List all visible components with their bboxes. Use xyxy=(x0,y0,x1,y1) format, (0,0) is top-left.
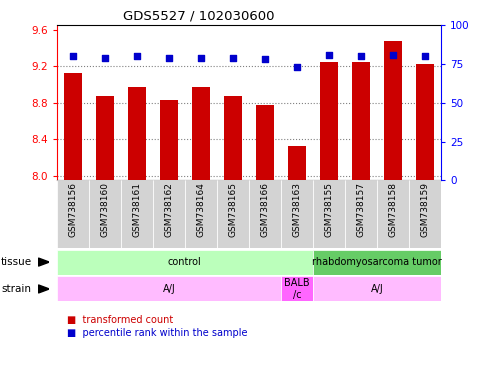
Point xyxy=(357,53,365,59)
Bar xyxy=(64,73,81,180)
Bar xyxy=(377,180,409,248)
Bar xyxy=(385,41,402,180)
Bar xyxy=(160,100,177,180)
Bar xyxy=(89,180,121,248)
Bar xyxy=(192,87,210,180)
Text: GSM738159: GSM738159 xyxy=(421,182,430,237)
Text: ■  percentile rank within the sample: ■ percentile rank within the sample xyxy=(67,328,247,338)
Point xyxy=(229,55,237,61)
Text: control: control xyxy=(168,257,202,267)
Bar xyxy=(313,250,441,275)
Bar xyxy=(224,96,242,180)
Text: GSM738163: GSM738163 xyxy=(292,182,302,237)
Bar xyxy=(153,180,185,248)
Text: GSM738165: GSM738165 xyxy=(228,182,238,237)
Bar xyxy=(128,87,145,180)
Bar xyxy=(57,276,281,301)
Bar xyxy=(185,180,217,248)
Point xyxy=(325,51,333,58)
Text: GSM738164: GSM738164 xyxy=(196,182,206,237)
Bar xyxy=(417,64,434,180)
Bar xyxy=(121,180,153,248)
Bar xyxy=(249,180,281,248)
Bar xyxy=(256,104,274,180)
Text: GSM738160: GSM738160 xyxy=(100,182,109,237)
Point xyxy=(421,53,429,59)
Text: GSM738156: GSM738156 xyxy=(68,182,77,237)
Text: A/J: A/J xyxy=(371,284,384,294)
Point xyxy=(293,64,301,70)
Point xyxy=(261,56,269,62)
Bar xyxy=(96,96,113,180)
Bar xyxy=(281,276,313,301)
Bar xyxy=(217,180,249,248)
Text: strain: strain xyxy=(1,284,31,294)
Text: A/J: A/J xyxy=(163,284,175,294)
Point xyxy=(197,55,205,61)
Bar xyxy=(281,180,313,248)
Text: GSM738166: GSM738166 xyxy=(260,182,270,237)
Bar xyxy=(288,146,306,180)
Bar xyxy=(345,180,377,248)
Text: tissue: tissue xyxy=(1,257,32,267)
Text: rhabdomyosarcoma tumor: rhabdomyosarcoma tumor xyxy=(312,257,442,267)
Text: GSM738157: GSM738157 xyxy=(356,182,366,237)
Text: BALB
/c: BALB /c xyxy=(284,278,310,300)
Point xyxy=(165,55,173,61)
Bar xyxy=(352,63,370,180)
Point xyxy=(69,53,77,59)
Polygon shape xyxy=(38,258,49,266)
Text: GSM738161: GSM738161 xyxy=(132,182,141,237)
Polygon shape xyxy=(38,285,49,293)
Text: ■  transformed count: ■ transformed count xyxy=(67,315,173,325)
Point xyxy=(133,53,141,59)
Bar xyxy=(409,180,441,248)
Bar xyxy=(57,250,313,275)
Text: GDS5527 / 102030600: GDS5527 / 102030600 xyxy=(123,10,275,23)
Bar xyxy=(320,63,338,180)
Bar xyxy=(313,180,345,248)
Point xyxy=(389,51,397,58)
Bar xyxy=(313,276,441,301)
Bar xyxy=(57,180,89,248)
Text: GSM738155: GSM738155 xyxy=(324,182,334,237)
Text: GSM738158: GSM738158 xyxy=(388,182,398,237)
Point xyxy=(101,55,108,61)
Text: GSM738162: GSM738162 xyxy=(164,182,174,237)
